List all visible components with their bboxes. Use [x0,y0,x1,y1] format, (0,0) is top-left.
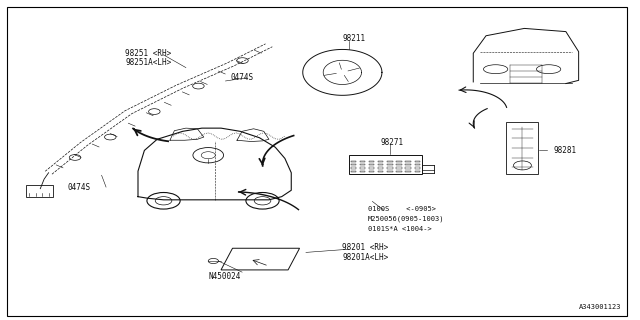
Bar [396,164,401,165]
Bar [360,167,365,169]
Bar [351,171,356,172]
Bar [369,171,374,172]
Text: 98211: 98211 [342,35,365,44]
Bar [378,164,383,165]
Bar [387,164,392,165]
Bar [369,164,374,165]
Bar [406,167,411,169]
Bar [360,164,365,165]
Text: M250056(0905-1003): M250056(0905-1003) [368,216,444,222]
Bar [378,167,383,169]
Bar [415,171,420,172]
Bar [396,171,401,172]
Bar [351,164,356,165]
Text: 98201 <RH>: 98201 <RH> [342,243,388,252]
Bar [378,171,383,172]
Text: 0474S: 0474S [230,73,253,82]
Bar [396,167,401,169]
Text: 98251A<LH>: 98251A<LH> [125,58,172,67]
Bar [369,161,374,162]
Bar [387,161,392,162]
Text: 0100S    <-0905>: 0100S <-0905> [368,206,436,212]
Text: 98281: 98281 [553,146,576,155]
Bar [378,161,383,162]
Bar [406,164,411,165]
Text: 0474S: 0474S [68,183,91,192]
Bar [369,167,374,169]
Bar [349,155,422,174]
Text: 98271: 98271 [381,138,404,147]
Text: 98251 <RH>: 98251 <RH> [125,49,172,58]
Text: 98201A<LH>: 98201A<LH> [342,253,388,262]
Bar [406,171,411,172]
Text: 0101S*A <1004->: 0101S*A <1004-> [368,226,431,231]
Bar [406,161,411,162]
Bar [387,167,392,169]
Bar [351,161,356,162]
Bar [415,164,420,165]
Bar [26,185,53,197]
Bar [506,122,538,174]
Text: N450024: N450024 [208,272,241,281]
Bar [360,171,365,172]
Bar [415,167,420,169]
Bar [351,167,356,169]
Bar [396,161,401,162]
Bar [387,171,392,172]
Bar [360,161,365,162]
Text: A343001123: A343001123 [579,304,621,310]
Bar [415,161,420,162]
